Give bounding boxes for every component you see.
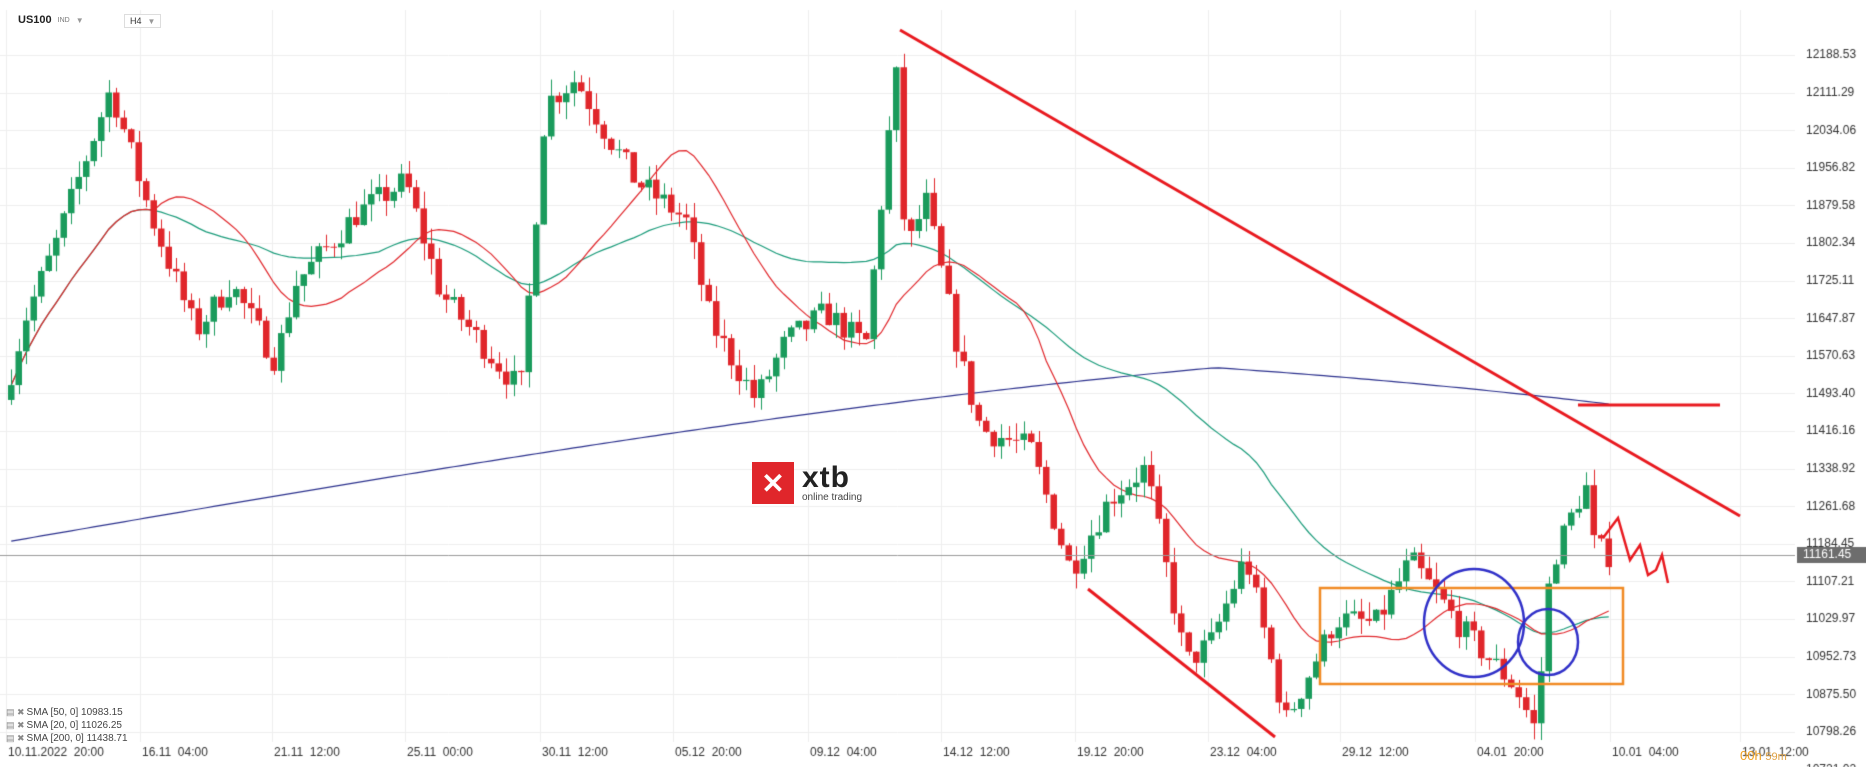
settings-icon[interactable]: ▤ ✖ xyxy=(6,733,25,743)
symbol-header[interactable]: US100 IND ▼ xyxy=(18,14,84,26)
candle-countdown: 00h 59m xyxy=(1740,748,1787,763)
timeframe-label: H4 xyxy=(130,16,142,26)
logo-name: xtb xyxy=(802,460,850,494)
legend-item-sma200[interactable]: ▤ ✖ SMA [200, 0] 11438.71 xyxy=(6,733,128,744)
legend-item-sma50[interactable]: ▤ ✖ SMA [50, 0] 10983.15 xyxy=(6,707,123,718)
xtb-logo-icon: ✕ xyxy=(752,462,794,504)
chevron-down-icon[interactable]: ▼ xyxy=(75,15,84,25)
chevron-down-icon: ▼ xyxy=(147,16,156,26)
indicator-legend: ▤ ✖ SMA [50, 0] 10983.15 ▤ ✖ SMA [20, 0] 1… xyxy=(6,706,128,745)
logo-tagline: online trading xyxy=(802,491,863,503)
settings-icon[interactable]: ▤ ✖ xyxy=(6,707,25,717)
timeframe-selector[interactable]: H4 ▼ xyxy=(124,14,162,28)
legend-item-sma20[interactable]: ▤ ✖ SMA [20, 0] 11026.25 xyxy=(6,720,122,731)
exchange-label: IND xyxy=(57,16,70,24)
xtb-logo: ✕ xtb online trading xyxy=(752,462,862,504)
settings-icon[interactable]: ▤ ✖ xyxy=(6,720,25,730)
symbol-name[interactable]: US100 xyxy=(18,14,52,26)
